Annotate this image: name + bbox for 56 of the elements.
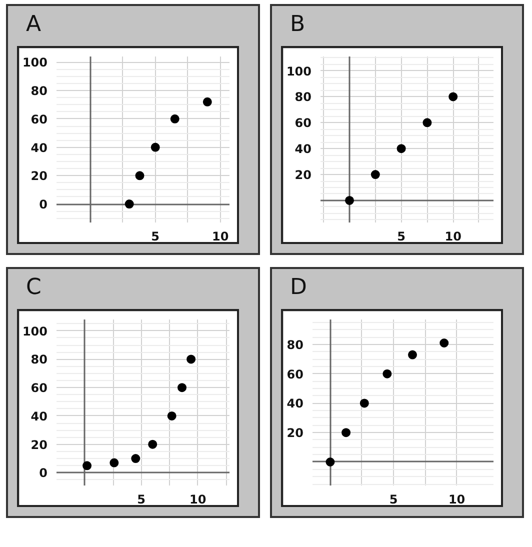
y-tick-label: 80	[286, 338, 304, 352]
y-tick-label: 0	[39, 466, 48, 480]
point	[167, 411, 176, 420]
chart-title: C	[26, 274, 42, 302]
point	[124, 200, 134, 209]
point	[148, 440, 158, 449]
y-tick-label: 40	[30, 140, 48, 155]
point	[360, 398, 369, 408]
point	[178, 383, 187, 392]
y-tick-label: 80	[30, 84, 48, 98]
point	[326, 458, 335, 466]
chart-title: A	[26, 11, 42, 39]
y-tick-label: 60	[30, 112, 48, 126]
point	[408, 350, 417, 360]
x-tick-label: 10	[212, 230, 229, 244]
y-tick-label: 100	[286, 64, 312, 78]
y-tick-label: 40	[30, 409, 48, 424]
y-tick-label: 80	[30, 352, 48, 367]
y-tick-label: 100	[22, 56, 48, 70]
y-tick-label: 60	[286, 367, 304, 382]
point	[135, 171, 144, 180]
y-tick-label: 40	[294, 142, 312, 156]
y-tick-label: 100	[22, 324, 48, 338]
y-tick-label: 20	[286, 426, 304, 440]
y-tick-label: 0	[39, 198, 48, 212]
point	[170, 114, 180, 124]
point	[110, 458, 119, 468]
point	[440, 338, 449, 348]
point	[202, 97, 212, 106]
point	[150, 142, 160, 152]
x-tick-label: 5	[137, 492, 146, 506]
y-tick-label: 60	[294, 116, 312, 130]
point	[448, 92, 458, 102]
point	[422, 118, 432, 128]
x-tick-label: 10	[189, 492, 206, 506]
chart-title: D	[290, 274, 307, 302]
x-tick-label: 5	[397, 230, 406, 244]
y-tick-label: 60	[30, 381, 48, 396]
point	[342, 428, 351, 438]
point	[345, 196, 354, 205]
point	[370, 170, 380, 180]
point	[396, 144, 406, 154]
point	[186, 354, 196, 364]
x-tick-label: 10	[444, 230, 462, 244]
y-tick-label: 40	[286, 396, 304, 411]
y-tick-label: 80	[294, 90, 312, 104]
x-tick-label: 5	[389, 492, 398, 506]
chart-title: B	[290, 11, 306, 39]
y-tick-label: 20	[30, 169, 48, 184]
y-tick-label: 20	[294, 168, 312, 182]
point	[382, 369, 392, 378]
x-tick-label: 5	[151, 230, 160, 244]
x-tick-label: 10	[448, 492, 466, 506]
point	[131, 454, 140, 464]
point	[82, 461, 92, 470]
y-tick-label: 20	[30, 438, 48, 452]
